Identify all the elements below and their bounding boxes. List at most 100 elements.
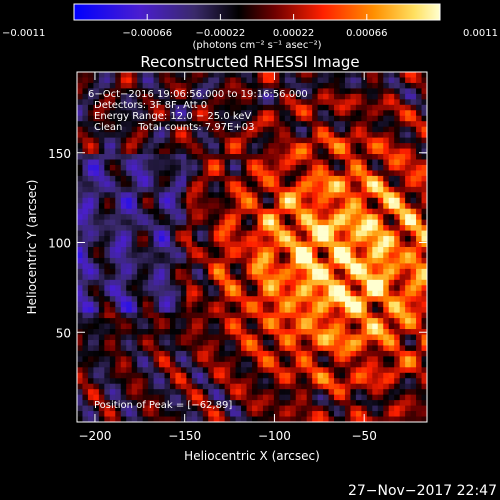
heatmap-pixel (344, 372, 351, 379)
heatmap-pixel (186, 241, 193, 248)
heatmap-pixel (153, 367, 160, 374)
heatmap-pixel (290, 126, 297, 133)
heatmap-pixel (252, 318, 258, 324)
heatmap-pixel (197, 225, 204, 231)
x-tick-label: −200 (78, 429, 111, 443)
heatmap-pixel (273, 301, 280, 308)
heatmap-pixel (241, 82, 247, 89)
heatmap-pixel (383, 154, 390, 160)
heatmap-pixel (383, 186, 390, 193)
heatmap-pixel (312, 186, 319, 193)
heatmap-pixel (421, 350, 427, 357)
heatmap-pixel (317, 148, 324, 155)
heatmap-pixel (77, 345, 83, 352)
heatmap-pixel (405, 268, 411, 275)
heatmap-pixel (175, 339, 182, 346)
heatmap-pixel (131, 219, 138, 226)
heatmap-pixel (306, 82, 313, 89)
heatmap-pixel (290, 301, 297, 308)
heatmap-pixel (126, 137, 133, 144)
heatmap-pixel (405, 394, 411, 401)
heatmap-pixel (137, 72, 144, 78)
heatmap-pixel (339, 394, 346, 401)
heatmap-pixel (273, 186, 280, 193)
heatmap-pixel (394, 345, 401, 352)
heatmap-pixel (421, 339, 427, 346)
heatmap-pixel (175, 405, 182, 412)
heatmap-pixel (421, 121, 427, 128)
heatmap-pixel (328, 236, 335, 242)
heatmap-pixel (186, 285, 193, 292)
heatmap-pixel (323, 99, 329, 106)
heatmap-pixel (323, 148, 329, 155)
heatmap-pixel (377, 318, 384, 324)
heatmap-pixel (87, 77, 94, 84)
heatmap-pixel (312, 416, 319, 422)
heatmap-pixel (317, 307, 324, 314)
heatmap-pixel (219, 318, 226, 324)
heatmap-pixel (268, 181, 275, 188)
heatmap-pixel (344, 257, 351, 264)
heatmap-pixel (344, 77, 351, 84)
heatmap-pixel (104, 159, 111, 166)
heatmap-pixel (126, 82, 133, 89)
heatmap-pixel (131, 132, 138, 139)
heatmap-pixel (290, 400, 297, 406)
heatmap-pixel (394, 148, 401, 155)
heatmap-pixel (175, 356, 182, 363)
heatmap-pixel (109, 285, 116, 292)
heatmap-pixel (301, 323, 308, 330)
heatmap-pixel (126, 159, 133, 166)
heatmap-pixel (361, 263, 368, 270)
heatmap-pixel (169, 389, 176, 396)
heatmap-pixel (82, 400, 89, 406)
heatmap-pixel (191, 372, 198, 379)
heatmap-pixel (295, 318, 302, 324)
heatmap-pixel (246, 334, 253, 341)
heatmap-pixel (361, 389, 368, 396)
heatmap-pixel (109, 154, 116, 160)
heatmap-pixel (257, 296, 264, 303)
heatmap-pixel (301, 274, 308, 281)
heatmap-pixel (197, 301, 204, 308)
heatmap-pixel (208, 383, 215, 390)
heatmap-pixel (306, 268, 313, 275)
heatmap-pixel (230, 230, 236, 237)
heatmap-pixel (82, 339, 89, 346)
heatmap-pixel (120, 219, 127, 226)
heatmap-pixel (416, 110, 422, 117)
heatmap-pixel (383, 121, 390, 128)
heatmap-pixel (268, 77, 275, 84)
heatmap-pixel (317, 93, 324, 100)
heatmap-pixel (77, 72, 83, 78)
heatmap-pixel (224, 285, 231, 292)
heatmap-pixel (219, 192, 226, 199)
heatmap-pixel (224, 214, 231, 221)
heatmap-pixel (268, 301, 275, 308)
heatmap-pixel (421, 247, 427, 253)
heatmap-pixel (246, 339, 253, 346)
heatmap-pixel (104, 121, 111, 128)
heatmap-pixel (219, 132, 226, 139)
heatmap-pixel (213, 121, 220, 128)
heatmap-pixel (383, 82, 390, 89)
heatmap-pixel (355, 115, 362, 122)
heatmap-pixel (87, 257, 94, 264)
heatmap-pixel (169, 268, 176, 275)
heatmap-pixel (137, 285, 144, 292)
heatmap-pixel (197, 197, 204, 204)
heatmap-pixel (366, 301, 373, 308)
heatmap-pixel (383, 274, 390, 281)
heatmap-pixel (410, 159, 417, 166)
heatmap-pixel (213, 345, 220, 352)
heatmap-pixel (394, 197, 401, 204)
heatmap-pixel (339, 416, 346, 422)
heatmap-pixel (180, 274, 187, 281)
heatmap-pixel (252, 236, 258, 242)
heatmap-pixel (252, 247, 258, 253)
heatmap-pixel (142, 307, 149, 314)
heatmap-pixel (87, 192, 94, 199)
heatmap-pixel (224, 389, 231, 396)
heatmap-pixel (410, 208, 417, 215)
heatmap-pixel (104, 268, 111, 275)
